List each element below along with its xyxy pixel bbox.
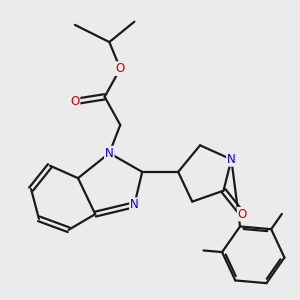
Text: O: O <box>70 95 80 108</box>
Text: O: O <box>238 208 247 220</box>
Text: O: O <box>116 62 125 75</box>
Text: N: N <box>227 153 236 166</box>
Text: N: N <box>130 198 139 211</box>
Text: N: N <box>105 147 114 160</box>
